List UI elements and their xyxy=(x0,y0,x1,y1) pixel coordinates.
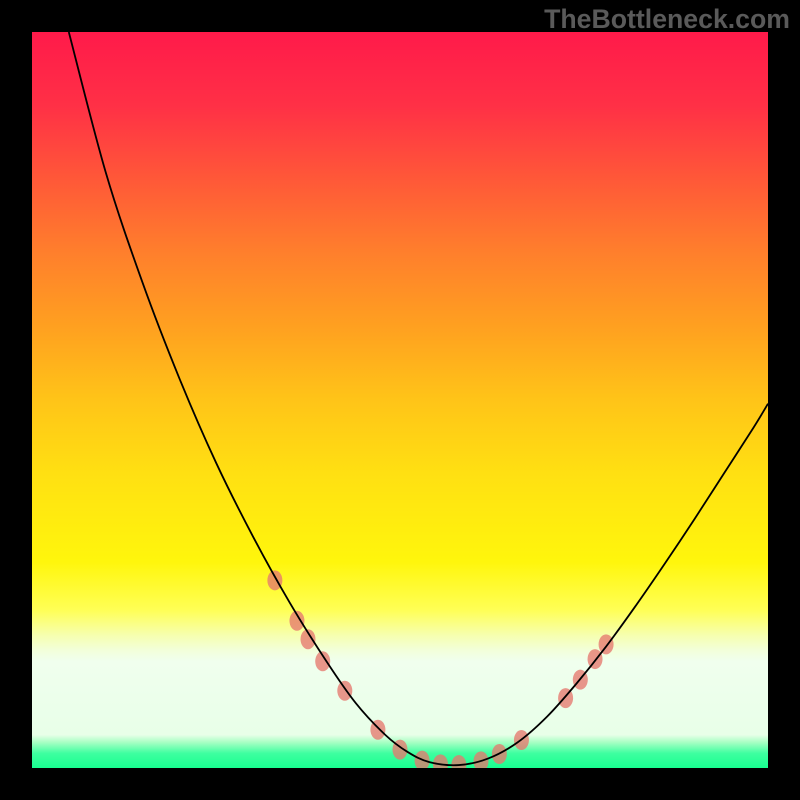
outer-frame: TheBottleneck.com xyxy=(0,0,800,800)
bottleneck-curve xyxy=(69,32,768,765)
data-marker xyxy=(599,634,614,654)
data-marker xyxy=(433,754,448,768)
chart-svg xyxy=(32,32,768,768)
watermark: TheBottleneck.com xyxy=(544,4,790,35)
data-marker xyxy=(337,681,352,701)
plot-area xyxy=(32,32,768,768)
data-markers xyxy=(267,570,613,768)
watermark-text: TheBottleneck.com xyxy=(544,4,790,34)
